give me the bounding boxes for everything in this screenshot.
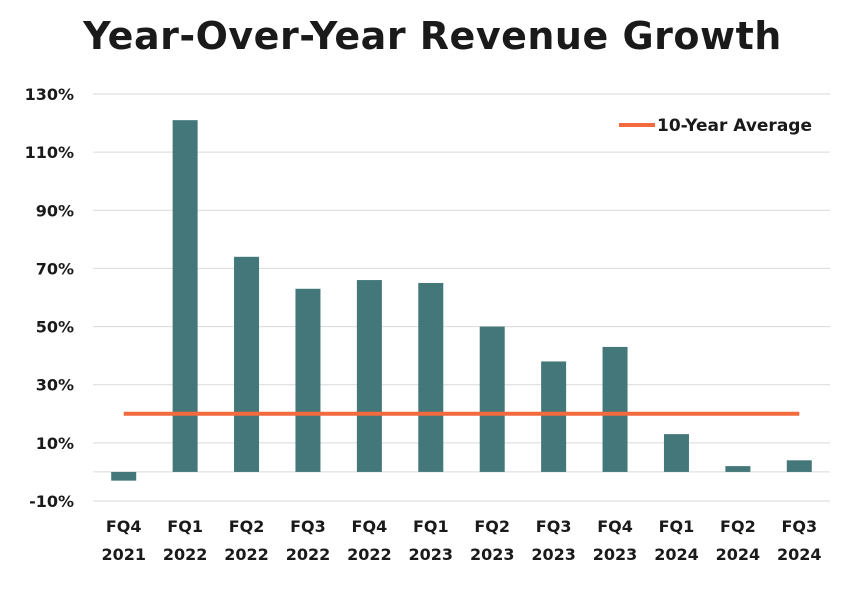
x-tick-label-year: 2022 — [163, 545, 208, 564]
bar — [234, 256, 260, 472]
x-tick-label-quarter: FQ3 — [290, 517, 326, 536]
bar — [111, 471, 137, 481]
x-tick-label-year: 2022 — [347, 545, 392, 564]
x-tick-label-quarter: FQ4 — [597, 517, 633, 536]
x-tick-label-year: 2022 — [224, 545, 269, 564]
y-tick-label: 130% — [25, 85, 74, 104]
x-tick-label-year: 2021 — [101, 545, 146, 564]
legend: 10-Year Average — [619, 116, 812, 136]
x-tick-label-quarter: FQ2 — [229, 517, 265, 536]
bar — [786, 460, 812, 472]
x-tick-label-year: 2023 — [531, 545, 576, 564]
x-tick-label-quarter: FQ1 — [413, 517, 449, 536]
x-tick-label-quarter: FQ4 — [352, 517, 388, 536]
x-tick-label-year: 2023 — [409, 545, 454, 564]
x-tick-label-year: 2024 — [716, 545, 761, 564]
legend-label: 10-Year Average — [657, 116, 812, 136]
x-tick-label-quarter: FQ3 — [781, 517, 817, 536]
bar — [418, 282, 444, 472]
bars — [111, 120, 812, 481]
y-tick-label: 50% — [36, 318, 74, 337]
x-tick-label-year: 2024 — [654, 545, 699, 564]
bar — [602, 346, 628, 472]
x-tick-label-quarter: FQ2 — [720, 517, 756, 536]
x-tick-label-year: 2023 — [470, 545, 515, 564]
x-tick-label-year: 2023 — [593, 545, 638, 564]
y-tick-label: 70% — [36, 259, 74, 278]
x-tick-label-year: 2024 — [777, 545, 822, 564]
bar — [356, 280, 382, 472]
gridlines — [93, 93, 830, 502]
y-axis-ticks: -10% 10% 30% 50% 70% 90% 110% 130% — [25, 85, 74, 511]
x-tick-label-quarter: FQ4 — [106, 517, 142, 536]
y-tick-label: 30% — [36, 376, 74, 395]
x-axis-ticks: FQ4 2021 FQ1 2022 FQ2 2022 FQ3 2022 FQ4 2022 FQ1 20… — [101, 517, 821, 564]
x-tick-label-quarter: FQ1 — [659, 517, 695, 536]
bar — [479, 326, 505, 472]
bar — [663, 434, 689, 472]
bar — [725, 466, 751, 472]
bar — [172, 120, 198, 472]
y-tick-label: 110% — [25, 143, 74, 162]
x-tick-label-quarter: FQ3 — [536, 517, 572, 536]
x-tick-label-year: 2022 — [286, 545, 331, 564]
y-tick-label: 90% — [36, 201, 74, 220]
chart-title: Year-Over-Year Revenue Growth — [83, 14, 782, 58]
x-tick-label-quarter: FQ2 — [474, 517, 510, 536]
x-tick-label-quarter: FQ1 — [167, 517, 203, 536]
bar — [541, 361, 567, 472]
y-tick-label: -10% — [29, 492, 74, 511]
y-tick-label: 10% — [36, 434, 74, 453]
bar — [295, 288, 321, 472]
